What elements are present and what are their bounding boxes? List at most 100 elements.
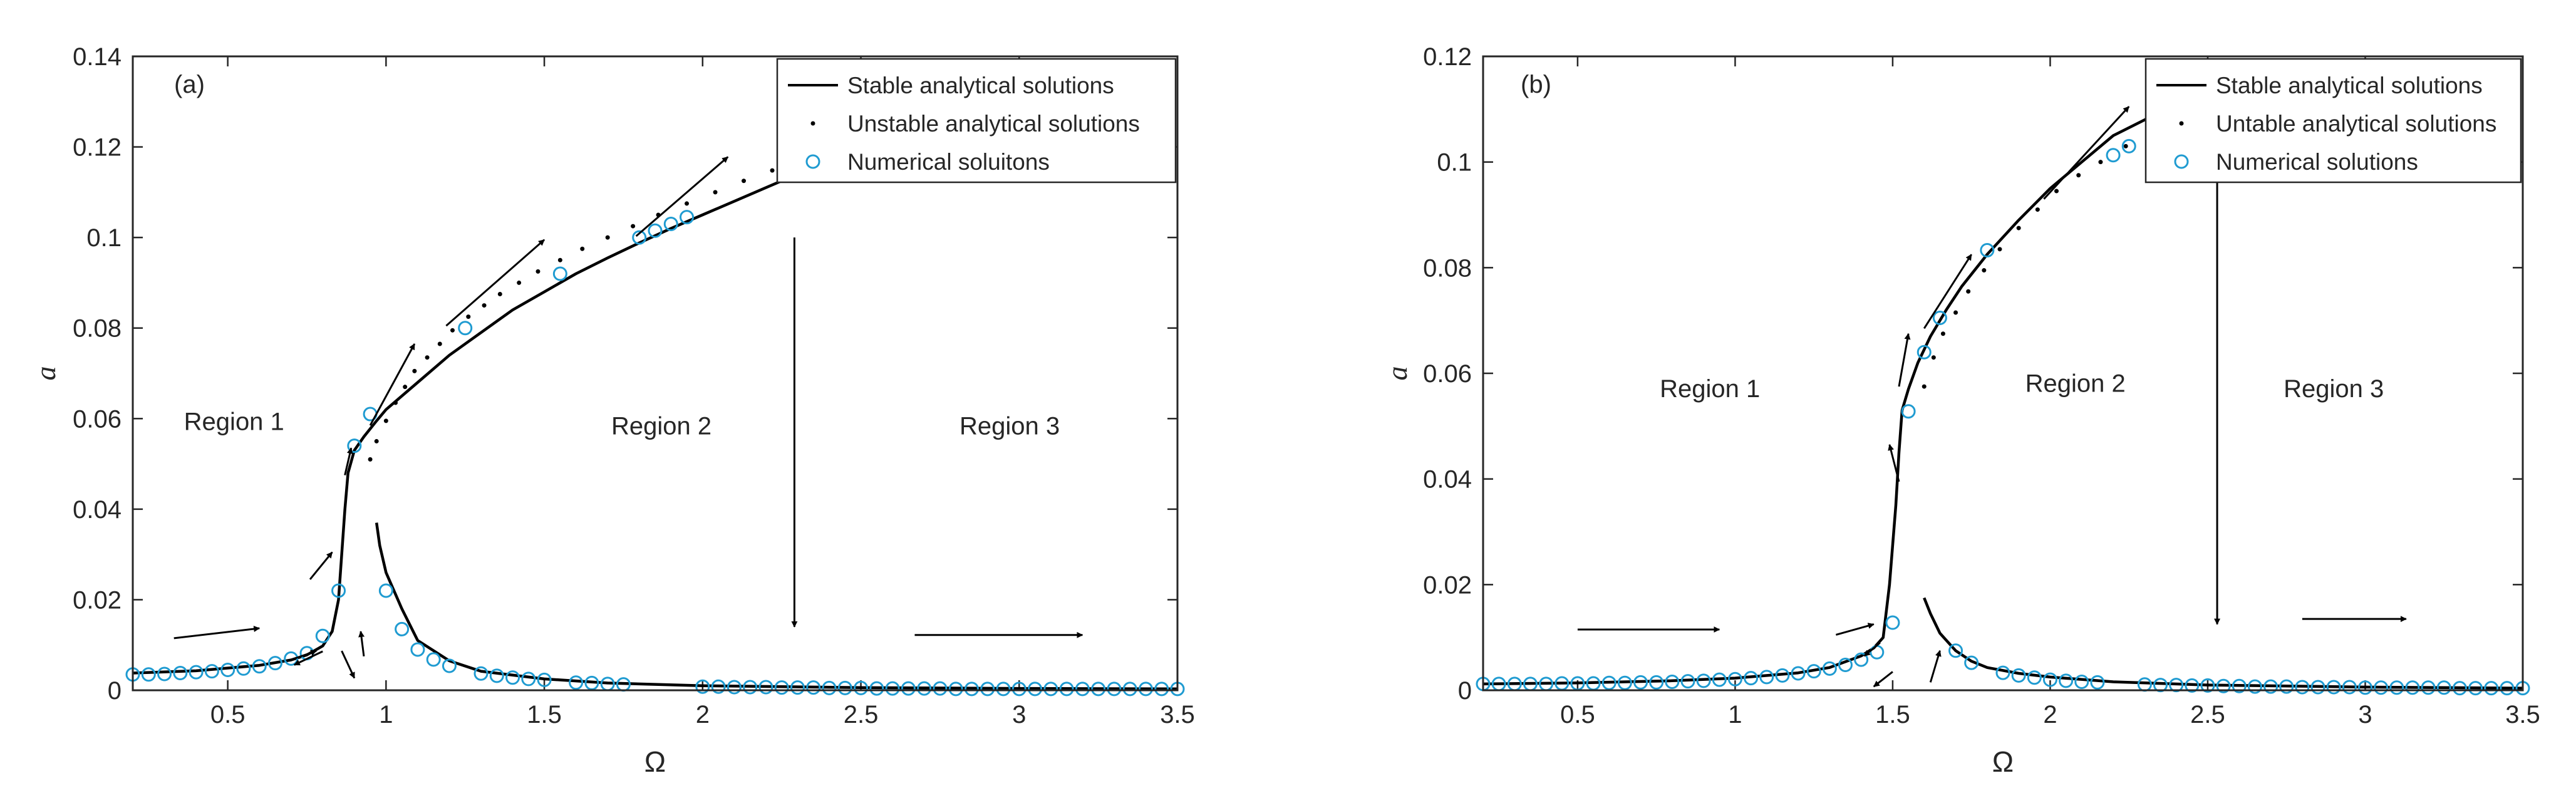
direction-arrow xyxy=(287,650,318,662)
unstable-point xyxy=(742,179,747,184)
x-tick-label: 2 xyxy=(2043,701,2057,728)
y-tick-label: 0.06 xyxy=(73,405,122,433)
legend-box-b xyxy=(2144,58,2522,184)
unstable-point xyxy=(2035,207,2040,212)
numerical-point xyxy=(2169,678,2184,693)
numerical-point xyxy=(1665,675,1680,690)
unstable-point xyxy=(713,190,718,195)
numerical-point xyxy=(2059,673,2074,688)
y-tick-label: 0.02 xyxy=(73,586,122,614)
y-tick-label: 0.12 xyxy=(73,134,122,162)
numerical-point xyxy=(2357,680,2372,695)
legend-label-numerical-a: Numerical soluitons xyxy=(847,149,1050,175)
numerical-point xyxy=(869,681,884,696)
numerical-point xyxy=(395,621,410,636)
numerical-point xyxy=(774,680,789,695)
y-tick-label: 0.1 xyxy=(1437,149,1472,177)
region-1-label-a: Region 1 xyxy=(184,408,284,435)
panel-label-a: (a) xyxy=(174,71,205,98)
unstable-point xyxy=(2016,225,2021,231)
x-tick-label: 0.5 xyxy=(1560,701,1595,728)
legend-label-stable-b: Stable analytical solutions xyxy=(2216,73,2483,98)
numerical-point xyxy=(569,675,584,690)
direction-arrow xyxy=(173,626,261,640)
axes-box-b xyxy=(1482,55,2524,692)
x-tick-label: 2.5 xyxy=(2190,701,2225,728)
numerical-point xyxy=(2405,680,2420,695)
unstable-point xyxy=(2123,143,2128,148)
region-1-label-b: Region 1 xyxy=(1660,375,1760,403)
numerical-point xyxy=(648,223,663,238)
direction-arrow xyxy=(1863,641,1881,657)
numerical-point xyxy=(1028,682,1043,697)
unstable-point xyxy=(631,224,636,229)
unstable-point xyxy=(497,292,502,296)
numerical-point xyxy=(584,675,599,690)
numerical-point xyxy=(189,665,204,680)
axes-box-a xyxy=(132,55,1179,692)
unstable-point xyxy=(1940,331,1945,336)
y-tick-label: 0.12 xyxy=(1423,43,1472,71)
numerical-point xyxy=(758,680,773,695)
unstable-point xyxy=(535,269,541,274)
numerical-point xyxy=(489,668,504,683)
numerical-point xyxy=(743,680,758,695)
unstable-point xyxy=(2054,189,2059,194)
y-axis-a: 0 0.02 0.04 0.06 0.08 0.1 0.12 0.14 xyxy=(73,43,122,705)
numerical-point xyxy=(1838,658,1853,673)
numerical-point xyxy=(1964,655,1979,670)
x-tick-label: 3.5 xyxy=(2505,701,2540,728)
x-tick-label: 0.5 xyxy=(210,701,246,728)
numerical-point xyxy=(2090,675,2105,690)
numerical-point xyxy=(521,671,536,687)
numerical-point xyxy=(2452,681,2467,696)
y-tick-label: 0.14 xyxy=(73,43,122,71)
unstable-point xyxy=(2098,160,2103,165)
numerical-point xyxy=(1854,652,1869,667)
direction-arrow xyxy=(1873,671,1893,688)
unstable-point xyxy=(685,201,690,206)
numerical-point xyxy=(1980,243,1995,258)
numerical-point xyxy=(2216,678,2231,693)
numerical-point xyxy=(1633,675,1648,690)
numerical-point xyxy=(2200,678,2215,693)
direction-arrow xyxy=(341,650,356,679)
numerical-point xyxy=(2153,678,2168,693)
numerical-point xyxy=(378,583,393,598)
numerical-point xyxy=(1712,672,1727,687)
numerical-point xyxy=(1043,682,1058,697)
numerical-point xyxy=(473,666,489,681)
x-tick-label: 3.5 xyxy=(1160,701,1195,728)
unstable-point xyxy=(482,303,487,308)
unstable-point xyxy=(2076,173,2081,178)
numerical-point xyxy=(157,666,172,682)
numerical-point xyxy=(2295,680,2310,695)
numerical-point xyxy=(410,642,425,657)
numerical-point xyxy=(1744,671,1759,686)
numerical-point xyxy=(2342,680,2357,695)
numerical-point xyxy=(220,662,235,677)
numerical-point xyxy=(790,680,805,695)
unstable-point xyxy=(1982,268,1987,273)
direction-arrow xyxy=(293,650,323,666)
numerical-point xyxy=(917,681,932,696)
numerical-point xyxy=(1122,682,1137,697)
legend-label-stable-a: Stable analytical solutions xyxy=(847,73,1114,98)
numerical-point xyxy=(2027,670,2042,685)
x-tick-label: 1.5 xyxy=(1875,701,1910,728)
legend-box-a xyxy=(776,58,1177,184)
numerical-point xyxy=(426,652,441,667)
numerical-point xyxy=(2310,680,2325,695)
stable-curve-segment xyxy=(132,159,849,675)
region-3-label-a: Region 3 xyxy=(960,413,1060,440)
direction-arrow xyxy=(309,551,333,580)
numerical-point xyxy=(1901,404,1916,419)
numerical-point xyxy=(854,680,869,695)
numerical-point xyxy=(2389,680,2404,695)
numerical-point xyxy=(204,664,219,679)
numerical-point xyxy=(822,680,837,695)
unstable-point xyxy=(557,257,562,262)
numerical-point xyxy=(1948,643,1963,658)
x-tick-label: 1.5 xyxy=(527,701,562,728)
legend-label-unstable-b: Untable analytical solutions xyxy=(2216,111,2496,137)
